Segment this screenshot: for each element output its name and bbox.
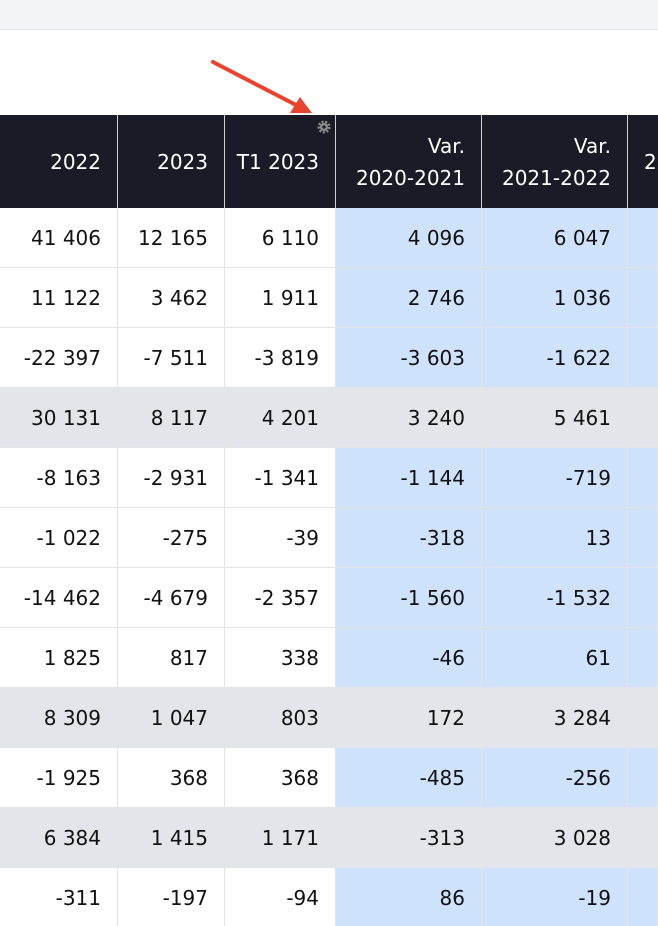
table-cell (628, 508, 658, 568)
table-cell: 3 240 (336, 388, 482, 448)
table-cell: 8 117 (118, 388, 225, 448)
table-cell: 13 (482, 508, 628, 568)
table-cell: 41 406 (0, 208, 118, 268)
table-cell: 6 384 (0, 808, 118, 868)
table-cell: 3 284 (482, 688, 628, 748)
table-cell: -1 532 (482, 568, 628, 628)
table-cell: -197 (118, 868, 225, 926)
table-cell (628, 748, 658, 808)
table-cell: -719 (482, 448, 628, 508)
table-cell: 172 (336, 688, 482, 748)
table-cell: -8 163 (0, 448, 118, 508)
table-cell: -2 357 (225, 568, 336, 628)
table-cell: -256 (482, 748, 628, 808)
table-cell: -22 397 (0, 328, 118, 388)
header-text: Var. (427, 133, 465, 158)
table-cell: 1 415 (118, 808, 225, 868)
header-text: 2021-2022 (501, 165, 611, 190)
header-text: 2023 (157, 149, 208, 174)
table-cell: -4 679 (118, 568, 225, 628)
arrow-head (290, 97, 312, 113)
table-cell: -1 560 (336, 568, 482, 628)
table-cell: -3 603 (336, 328, 482, 388)
table-cell (628, 628, 658, 688)
header-text: 2022 (50, 149, 101, 174)
table-cell: -2 931 (118, 448, 225, 508)
table-cell (628, 328, 658, 388)
table-cell (628, 448, 658, 508)
table-cell: 368 (118, 748, 225, 808)
table-cell: 803 (225, 688, 336, 748)
table-cell: -311 (0, 868, 118, 926)
table-cell: 338 (225, 628, 336, 688)
table-cell: 1 911 (225, 268, 336, 328)
table-cell: 30 131 (0, 388, 118, 448)
table-cell: 2 746 (336, 268, 482, 328)
table-cell: 61 (482, 628, 628, 688)
table-cell (628, 808, 658, 868)
table-cell: 6 047 (482, 208, 628, 268)
table-cell: -1 622 (482, 328, 628, 388)
table-cell: 6 110 (225, 208, 336, 268)
table-cell: 1 171 (225, 808, 336, 868)
header-text: 2 (644, 149, 657, 174)
table-cell (628, 688, 658, 748)
table-cell: -318 (336, 508, 482, 568)
table-cell: 1 036 (482, 268, 628, 328)
table-cell: 12 165 (118, 208, 225, 268)
header-cell: 2 (628, 115, 658, 208)
table-cell: -39 (225, 508, 336, 568)
header-cell: Var. 2020-2021 (336, 115, 482, 208)
table-cell: 3 028 (482, 808, 628, 868)
table-cell: -1 925 (0, 748, 118, 808)
table-cell: -7 511 (118, 328, 225, 388)
annotation-layer (211, 60, 331, 134)
table-cell: 11 122 (0, 268, 118, 328)
table-cell (628, 868, 658, 926)
table-cell: -275 (118, 508, 225, 568)
table-cell: 8 309 (0, 688, 118, 748)
header-text: T1 2023 (236, 149, 319, 174)
table-cell (628, 388, 658, 448)
table-cell: 1 825 (0, 628, 118, 688)
table-cell: 86 (336, 868, 482, 926)
table-cell: -485 (336, 748, 482, 808)
table-cell (628, 268, 658, 328)
header-cell: T1 2023 (225, 115, 336, 208)
settings-icon[interactable] (317, 120, 331, 134)
header-text: 2020-2021 (355, 165, 465, 190)
data-table: 2022 2023 T1 2023 Var. 2020-2021 Var. 2021-202… (0, 115, 658, 926)
table-cell: -46 (336, 628, 482, 688)
table-cell: 3 462 (118, 268, 225, 328)
table-cell: 5 461 (482, 388, 628, 448)
table-cell: 1 047 (118, 688, 225, 748)
arrow-line (211, 60, 300, 108)
table-cell: 4 096 (336, 208, 482, 268)
table-cell: -1 022 (0, 508, 118, 568)
table-cell: 368 (225, 748, 336, 808)
table-cell: -1 144 (336, 448, 482, 508)
table-cell: 817 (118, 628, 225, 688)
header-text: Var. (573, 133, 611, 158)
header-cell: Var. 2021-2022 (482, 115, 628, 208)
header-cell: 2022 (0, 115, 118, 208)
header-cell: 2023 (118, 115, 225, 208)
table-cell (628, 208, 658, 268)
table-cell: -1 341 (225, 448, 336, 508)
top-bar (0, 0, 658, 30)
table-cell: 4 201 (225, 388, 336, 448)
table-cell (628, 568, 658, 628)
table-cell: -94 (225, 868, 336, 926)
table-cell: -19 (482, 868, 628, 926)
table-cell: -14 462 (0, 568, 118, 628)
table-cell: -3 819 (225, 328, 336, 388)
table-cell: -313 (336, 808, 482, 868)
